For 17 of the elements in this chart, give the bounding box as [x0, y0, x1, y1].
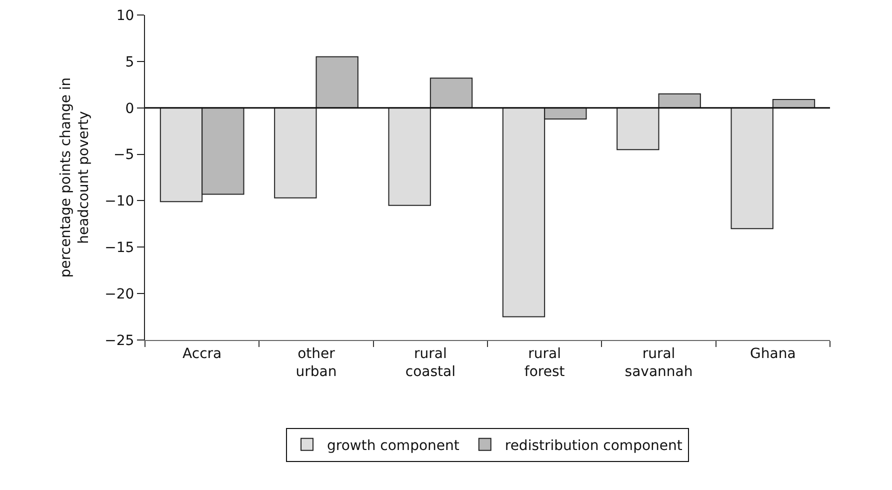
x-tick-label: other urban [296, 346, 337, 380]
y-tick-label: −5 [114, 147, 134, 164]
y-tick-label: −20 [104, 286, 134, 302]
x-tick-label: rural forest [524, 346, 566, 380]
x-tick-label: Accra [182, 346, 222, 362]
y-tick-label: 10 [116, 8, 134, 24]
y-axis-title: percentage points change in headcount poverty [58, 77, 92, 278]
x-tick-label: Ghana [750, 346, 796, 362]
legend-label: growth component [327, 438, 460, 454]
x-tick-label: rural coastal [405, 346, 456, 380]
y-tick-label: −25 [104, 332, 134, 349]
y-tick-label: 0 [125, 100, 134, 117]
legend-label: redistribution component [504, 438, 683, 454]
y-tick-label: −15 [104, 240, 134, 256]
y-tick-label: −10 [104, 194, 134, 210]
x-tick-label: rural savannah [624, 346, 693, 380]
y-tick-label: 5 [125, 54, 134, 70]
